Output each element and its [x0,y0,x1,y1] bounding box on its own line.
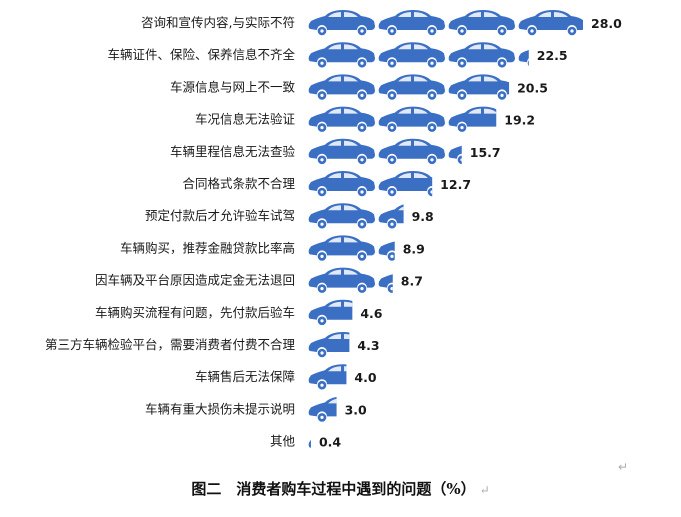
value-label: 22.5 [537,48,568,63]
value-label: 4.0 [354,370,376,385]
bar [308,106,497,132]
car-icon [378,138,445,165]
category-label: 车辆证件、保险、保养信息不齐全 [107,47,295,62]
bar-row: 因车辆及平台原因造成定金无法退回 8.7 [95,267,423,293]
car-icon [448,42,515,68]
bar-row: 第三方车辆检验平台，需要消费者付费不合理 4.3 [45,332,380,358]
value-label: 4.6 [360,306,382,321]
category-label: 咨询和宣传内容,与实际不符 [141,15,295,30]
value-label: 3.0 [345,402,367,417]
car-icon [518,10,583,36]
caption-paragraph-mark: ↵ [479,483,490,497]
car-icon [308,42,375,68]
bar [308,10,583,36]
category-label: 因车辆及平台原因造成定金无法退回 [95,273,295,288]
car-icon [378,171,433,197]
category-label: 合同格式条款不合理 [182,176,295,191]
car-icon [308,171,375,197]
car-icon [308,106,375,132]
category-label: 第三方车辆检验平台，需要消费者付费不合理 [45,337,296,352]
value-label: 0.4 [319,435,341,450]
category-label: 车辆售后无法保障 [195,369,295,384]
category-label: 预定付款后才允许验车试驾 [145,208,295,223]
value-label: 4.3 [357,338,379,353]
value-label: 20.5 [517,80,548,95]
bar [308,74,510,100]
car-icon [448,10,515,36]
car-icon [378,10,445,36]
value-label: 28.0 [591,16,622,31]
bar-row: 车况信息无法验证 19.2 [195,106,535,132]
car-icon [308,10,375,36]
value-label: 15.7 [470,145,501,160]
bar-row: 车辆售后无法保障 4.0 [195,364,377,390]
bar-row: 车辆购买流程有问题，先付款后验车 4.6 [95,299,383,326]
category-label: 其他 [270,434,296,449]
bar-row: 车辆证件、保险、保养信息不齐全 22.5 [107,42,568,68]
car-icon [448,74,510,100]
category-label: 车辆里程信息无法查验 [170,144,296,159]
car-icon [308,235,375,261]
bar-row: 车辆里程信息无法查验 15.7 [170,138,501,165]
bar-row: 预定付款后才允许验车试驾 9.8 [145,203,434,229]
category-label: 车辆购买流程有问题，先付款后验车 [95,305,295,320]
bar-row: 车辆购买，推荐金融贷款比率高 8.9 [120,235,425,261]
category-label: 车辆有重大损伤未提示说明 [145,401,295,416]
value-label: 12.7 [440,177,471,192]
car-icon [308,203,375,229]
car-icon [378,106,445,132]
category-label: 车辆购买，推荐金融贷款比率高 [120,240,295,255]
bar-row: 其他 0.4 [270,428,341,454]
value-label: 8.7 [401,274,423,289]
bar-row: 咨询和宣传内容,与实际不符 28.0 [141,10,622,36]
bar [308,267,393,293]
bar-row: 车源信息与网上不一致 20.5 [170,74,548,100]
category-label: 车源信息与网上不一致 [170,79,296,94]
value-label: 19.2 [504,113,535,128]
caption-text: 图二 消费者购车过程中遇到的问题（%） [191,480,476,498]
pictogram-bar-chart: 咨询和宣传内容,与实际不符 28.0 车辆证件、保险、保养信息不齐全 22.5 车源信息… [45,10,622,454]
bar-row: 合同格式条款不合理 12.7 [182,171,471,197]
bar-row: 车辆有重大损伤未提示说明 3.0 [145,396,367,422]
value-label: 9.8 [412,209,434,224]
car-icon [308,267,375,293]
value-label: 8.9 [403,241,425,256]
chart-rows: 咨询和宣传内容,与实际不符 28.0 车辆证件、保险、保养信息不齐全 22.5 车源信息… [45,10,622,454]
car-icon [308,74,375,100]
car-icon [378,74,445,100]
car-icon [378,42,445,68]
car-icon [308,138,375,165]
paragraph-mark: ↵ [618,460,629,474]
chart-caption: 图二 消费者购车过程中遇到的问题（%） ↵ [0,478,681,499]
category-label: 车况信息无法验证 [195,112,296,127]
bar [308,171,433,197]
